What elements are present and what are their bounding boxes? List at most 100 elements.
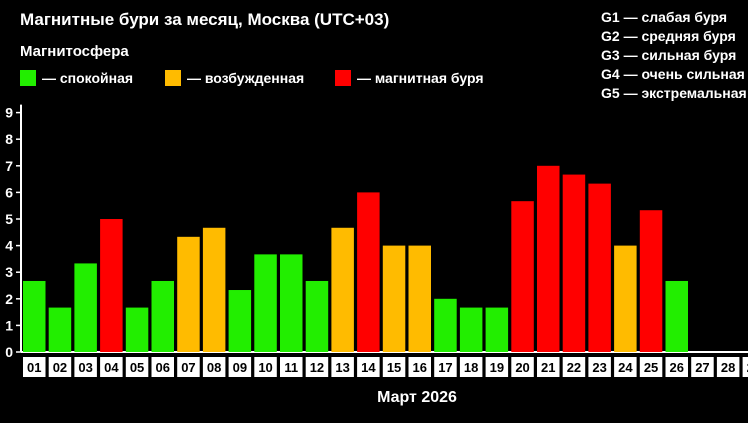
x-tick-label: 19 [490,360,504,375]
bar-14 [357,192,380,352]
bar-20 [511,201,534,352]
bar-13 [331,227,354,352]
bar-07 [177,236,200,352]
storm-scale-g3: G3 — сильная буря [601,47,737,63]
storm-scale-g1: G1 — слабая буря [601,9,728,25]
x-label-box [485,357,509,377]
bar-18 [459,307,483,352]
x-tick-label: 26 [670,360,684,375]
legend-item-calm: — спокойная [20,70,133,86]
bar-12 [305,280,329,352]
x-label-box [382,357,406,377]
legend-swatch-calm [20,70,36,86]
y-tick-label: 5 [5,211,13,227]
legend-item-active: — возбужденная [165,70,304,86]
x-tick-label: 01 [27,360,41,375]
y-tick-label: 1 [5,317,13,333]
y-tick-label: 3 [5,264,13,280]
x-label-box [48,357,72,377]
x-tick-label: 14 [361,360,376,375]
x-tick-label: 18 [464,360,478,375]
bar-02 [48,307,72,352]
x-tick-label: 07 [181,360,195,375]
storm-scale-list: G1 — слабая буря G2 — средняя буря G3 — … [601,8,747,103]
x-tick-label: 11 [284,360,298,375]
x-label-box [588,357,611,377]
x-tick-label: 24 [618,360,633,375]
bar-09 [228,290,252,352]
bar-11 [280,254,303,352]
legend-item-storm: — магнитная буря [335,70,484,86]
x-tick-label: 03 [78,360,92,375]
x-tick-label: 10 [258,360,272,375]
x-axis-title: Март 2026 [377,389,457,406]
x-tick-label: 09 [233,360,247,375]
x-label-box [331,357,354,377]
legend-swatch-storm [335,70,351,86]
bar-04 [100,219,123,352]
bar-24 [614,245,637,352]
legend-label-active: — возбужденная [187,70,305,86]
x-label-box [151,357,174,377]
x-label-box [305,357,329,377]
x-label-box [100,357,123,377]
y-tick-label: 9 [5,105,13,121]
x-tick-label: 16 [413,360,427,375]
storm-scale-g4: G4 — очень сильная [601,66,745,82]
y-tick-label: 2 [5,291,13,307]
x-label-box [639,357,663,377]
x-tick-label: 15 [387,360,401,375]
x-tick-label: 02 [53,360,67,375]
chart-title: Магнитные бури за месяц, Москва (UTC+03) [20,10,390,29]
bar-19 [485,307,509,352]
bar-21 [537,165,560,352]
x-tick-label: 13 [335,360,349,375]
x-label-box [280,357,303,377]
legend-label-storm: — магнитная буря [357,70,484,86]
y-tick-label: 4 [5,238,13,254]
bar-22 [562,174,586,352]
x-tick-label: 27 [695,360,709,375]
bar-25 [639,210,663,352]
x-tick-label: 28 [721,360,735,375]
x-label-box [125,357,149,377]
x-label-box [254,357,277,377]
x-label-box [562,357,586,377]
x-label-box [459,357,483,377]
x-label-box [202,357,226,377]
y-tick-label: 6 [5,184,13,200]
x-label-box [691,357,714,377]
legend: — спокойная — возбужденная — магнитная б… [20,70,580,88]
x-label-box [537,357,560,377]
x-tick-label: 21 [541,360,555,375]
bar-23 [588,183,611,352]
x-tick-label: 06 [156,360,170,375]
x-label-box [228,357,252,377]
x-label-box [511,357,534,377]
legend-label-calm: — спокойная [42,70,134,86]
x-label-box [408,357,431,377]
x-label-box [614,357,637,377]
storm-scale-g5: G5 — экстремальная [601,85,747,101]
x-tick-label: 12 [310,360,324,375]
x-tick-label: 23 [592,360,606,375]
bar-08 [202,227,226,352]
bar-01 [23,280,46,352]
x-tick-label: 20 [515,360,529,375]
y-tick-label: 0 [5,344,13,360]
x-label-box [716,357,740,377]
bar-06 [151,280,174,352]
x-tick-label: 08 [207,360,221,375]
x-tick-label: 25 [644,360,658,375]
bar-03 [74,263,97,352]
bar-05 [125,307,149,352]
x-tick-label: 17 [438,360,452,375]
x-label-box [177,357,200,377]
legend-swatch-active [165,70,181,86]
y-tick-label: 7 [5,158,13,174]
x-tick-label: 29 [747,360,748,375]
x-label-box [434,357,457,377]
y-tick-label: 8 [5,131,13,147]
storm-scale-g2: G2 — средняя буря [601,28,736,44]
bar-10 [254,254,277,352]
